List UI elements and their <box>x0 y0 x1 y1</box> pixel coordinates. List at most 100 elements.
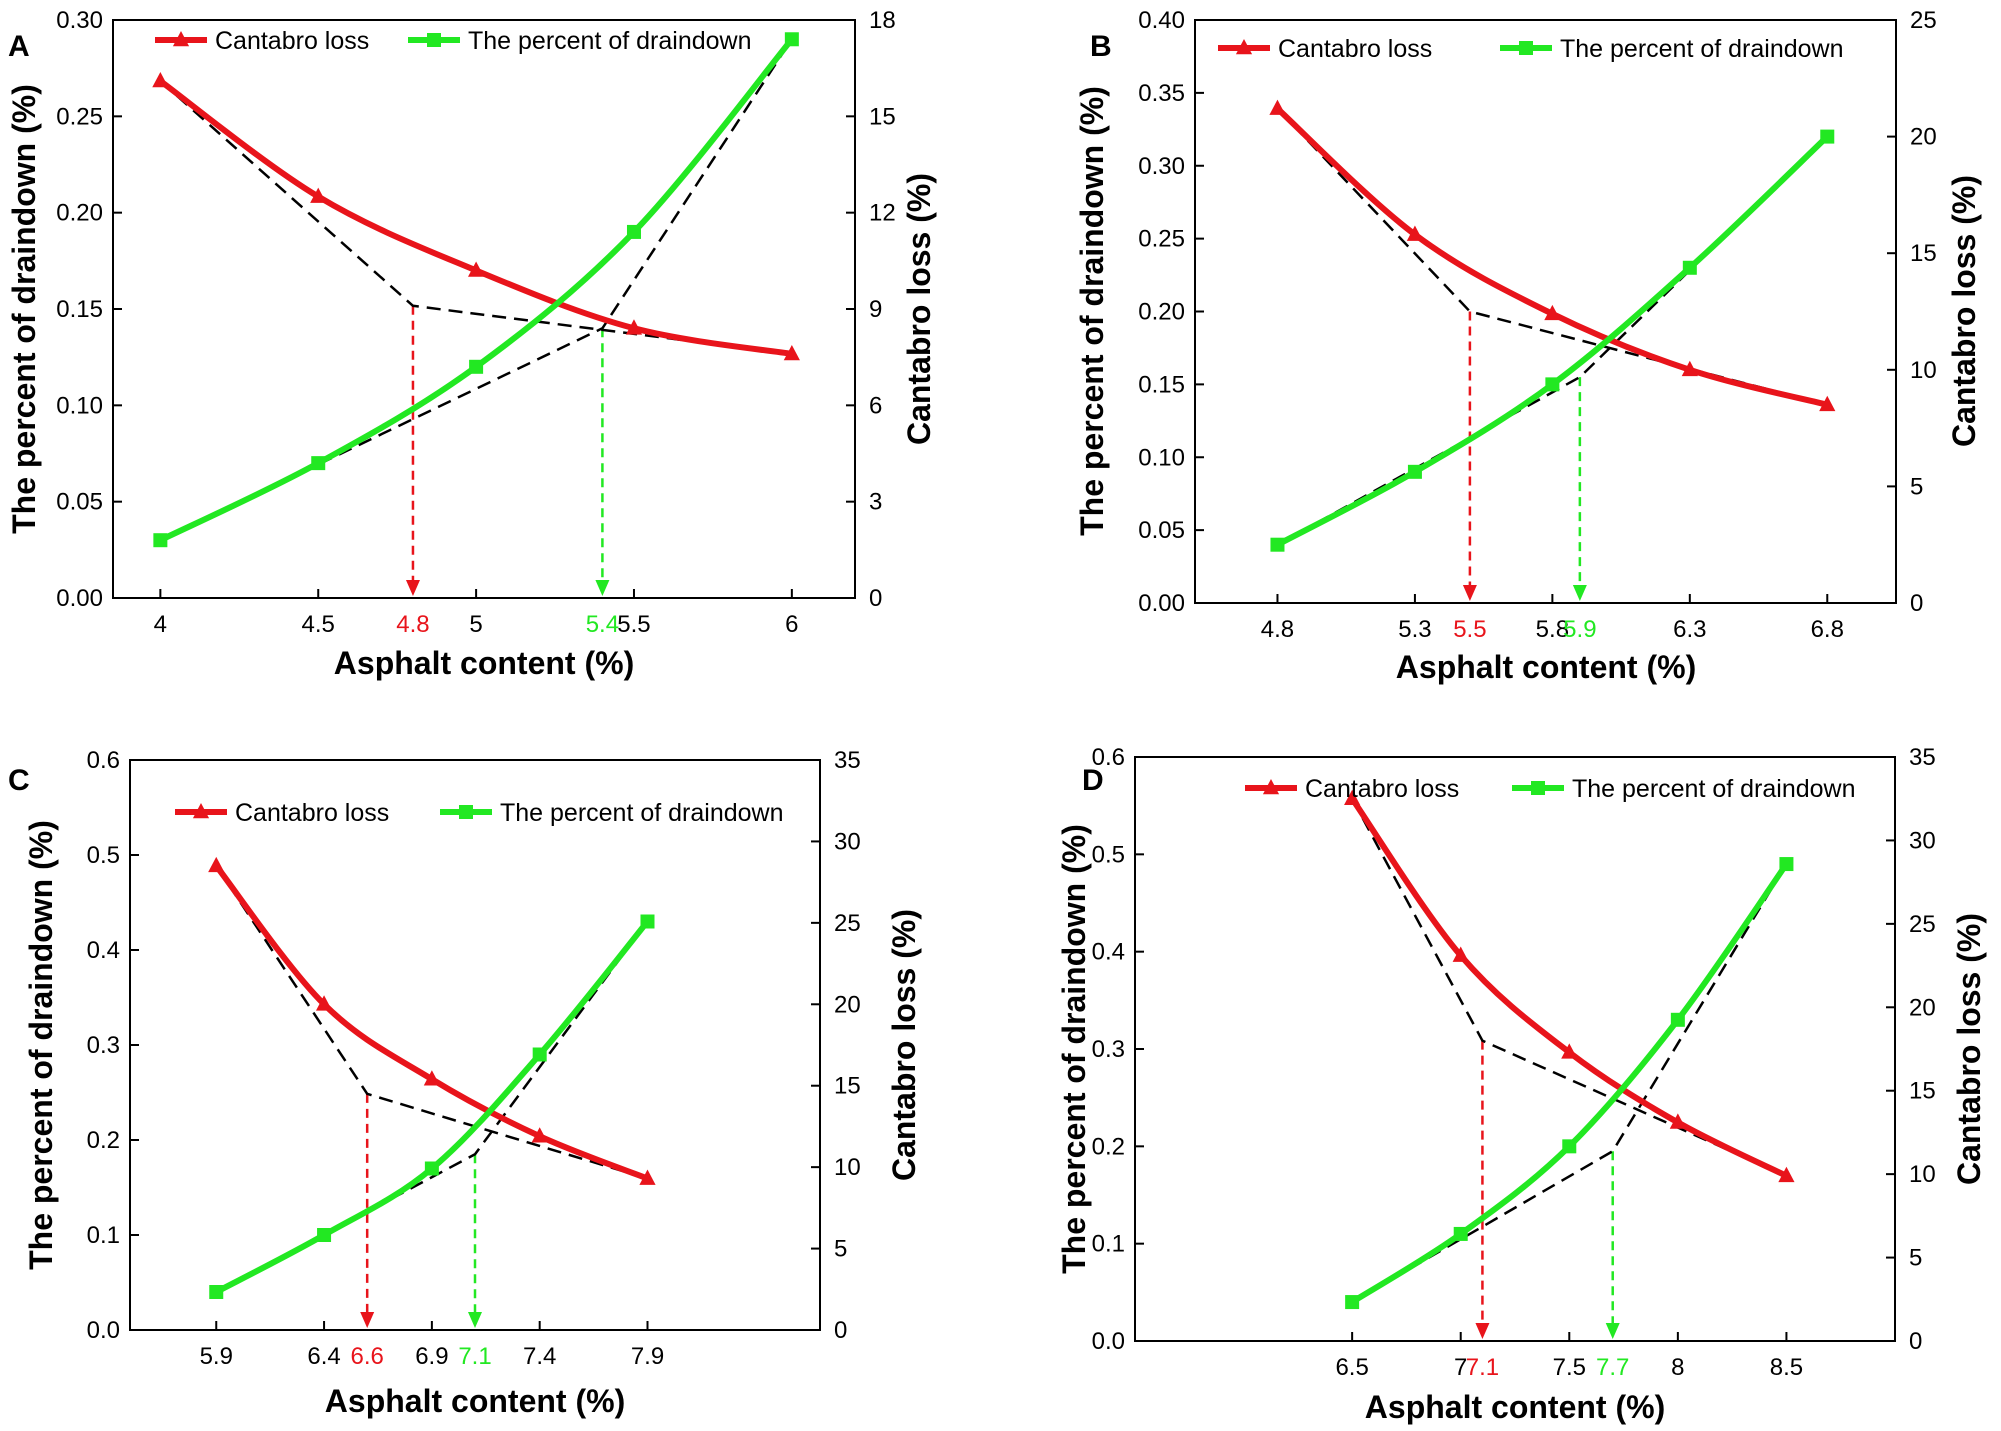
x-tick-label: 5.3 <box>1398 616 1431 643</box>
data-point-cantabro-loss <box>531 1127 548 1143</box>
legend-label: Cantabro loss <box>215 27 369 55</box>
fit-dashed-line <box>215 865 648 1180</box>
legend-marker-draindown <box>1531 781 1545 795</box>
optimum-arrowhead <box>405 580 420 596</box>
data-point-cantabro-loss <box>783 344 800 361</box>
data-point-cantabro-loss <box>208 856 225 873</box>
series-line-cantabro-loss <box>1349 795 1790 1179</box>
series-line-draindown <box>1349 861 1790 1306</box>
y-left-tick-label: 0.35 <box>1138 80 1185 107</box>
legend-label: Cantabro loss <box>235 799 389 827</box>
x-tick-label: 6.3 <box>1673 616 1706 643</box>
y-right-tick-label: 0 <box>869 585 882 612</box>
x-tick-label: 7 <box>1454 1354 1467 1381</box>
data-point-draindown <box>1407 464 1422 479</box>
data-point-draindown <box>424 1161 439 1176</box>
y-right-tick-label: 20 <box>1910 124 1937 151</box>
y-left-tick-label: 0.0 <box>87 1317 120 1344</box>
y-right-tick-label: 30 <box>834 828 861 855</box>
y-left-axis-label: The percent of draindown (%) <box>1074 86 1110 536</box>
optimum-arrowhead <box>360 1312 375 1328</box>
chart-panel-c <box>129 759 821 1331</box>
y-left-tick-label: 0.0 <box>1092 1328 1125 1355</box>
y-left-tick-label: 0.30 <box>1138 153 1185 180</box>
y-right-tick-label: 30 <box>1909 827 1936 854</box>
data-point-cantabro-loss <box>1681 360 1698 377</box>
data-point-cantabro-loss <box>1819 395 1836 412</box>
data-point-draindown <box>1682 260 1697 275</box>
y-left-tick-label: 0.25 <box>56 103 103 130</box>
chart-panel-a <box>112 19 856 599</box>
x-axis-label: Asphalt content (%) <box>1365 1389 1665 1425</box>
data-point-draindown <box>153 533 168 548</box>
data-point-cantabro-loss <box>625 319 643 335</box>
legend-label: The percent of draindown <box>468 27 752 55</box>
y-right-tick-label: 10 <box>1910 357 1937 384</box>
fit-dashed-line <box>159 80 793 356</box>
x-tick-label: 5.5 <box>617 611 650 638</box>
x-axis-label: Asphalt content (%) <box>325 1383 625 1419</box>
x-tick-label: 6.5 <box>1335 1354 1368 1381</box>
series-line-draindown <box>157 36 795 544</box>
y-left-tick-label: 0.05 <box>56 489 103 516</box>
y-right-tick-label: 20 <box>1909 994 1936 1021</box>
panel-letter: D <box>1082 764 1104 797</box>
data-point-draindown <box>1562 1139 1577 1154</box>
optimum-arrowhead <box>468 1312 482 1328</box>
series-line-cantabro-loss <box>213 862 651 1182</box>
x-tick-label: 5.8 <box>1536 616 1569 643</box>
fit-dashed-line <box>1276 135 1829 546</box>
data-point-draindown <box>311 456 326 471</box>
optimum-arrowhead <box>1605 1323 1620 1339</box>
y-left-tick-label: 0.3 <box>1092 1036 1125 1063</box>
y-right-tick-label: 5 <box>1909 1245 1922 1272</box>
panel-letter: B <box>1090 30 1112 63</box>
x-tick-label: 6.8 <box>1811 616 1844 643</box>
y-left-tick-label: 0.4 <box>87 937 120 964</box>
y-right-tick-label: 15 <box>869 103 896 130</box>
y-right-tick-label: 9 <box>869 296 882 323</box>
y-right-tick-label: 5 <box>1910 473 1923 500</box>
optimum-arrowhead <box>1572 585 1587 601</box>
y-right-tick-label: 15 <box>1910 240 1937 267</box>
y-right-tick-label: 25 <box>1910 7 1937 34</box>
panel-letter: A <box>8 30 30 63</box>
y-left-tick-label: 0.00 <box>56 585 103 612</box>
data-point-cantabro-loss <box>468 261 485 277</box>
y-left-axis-label: The percent of draindown (%) <box>23 820 59 1270</box>
y-left-axis-label: The percent of draindown (%) <box>1056 824 1092 1274</box>
y-right-tick-label: 3 <box>869 489 882 516</box>
x-tick-label: 4.8 <box>1261 616 1294 643</box>
data-point-draindown <box>1453 1226 1468 1241</box>
legend-label: The percent of draindown <box>500 799 784 827</box>
y-left-tick-label: 0.3 <box>87 1032 120 1059</box>
y-left-tick-label: 0.2 <box>1092 1133 1125 1160</box>
optimum-label: 7.1 <box>458 1343 491 1370</box>
y-right-tick-label: 6 <box>869 392 882 419</box>
y-left-tick-label: 0.4 <box>1092 939 1125 966</box>
x-axis-label: Asphalt content (%) <box>334 645 634 681</box>
data-point-cantabro-loss <box>1406 225 1424 241</box>
x-tick-label: 7.9 <box>631 1343 664 1370</box>
y-left-tick-label: 0.6 <box>1092 744 1125 771</box>
y-right-tick-label: 10 <box>834 1154 861 1181</box>
y-right-tick-label: 35 <box>834 747 861 774</box>
data-point-cantabro-loss <box>639 1169 656 1185</box>
optimum-arrowhead <box>1475 1323 1490 1339</box>
optimum-label: 5.5 <box>1453 616 1486 643</box>
y-right-axis-label: Cantabro loss (%) <box>886 909 922 1181</box>
y-right-tick-label: 0 <box>834 1317 847 1344</box>
y-left-tick-label: 0.05 <box>1138 517 1185 544</box>
y-right-tick-label: 25 <box>834 910 861 937</box>
legend-marker-draindown <box>459 805 473 819</box>
x-tick-label: 4.5 <box>302 611 335 638</box>
plot-frame <box>1134 756 1896 1342</box>
data-point-draindown <box>209 1285 224 1299</box>
data-point-cantabro-loss <box>1344 789 1361 806</box>
legend-marker-draindown <box>1519 41 1533 55</box>
legend-label: Cantabro loss <box>1278 35 1432 63</box>
x-tick-label: 6 <box>785 611 798 638</box>
x-tick-label: 7.5 <box>1553 1354 1586 1381</box>
x-tick-label: 5.9 <box>200 1343 233 1370</box>
